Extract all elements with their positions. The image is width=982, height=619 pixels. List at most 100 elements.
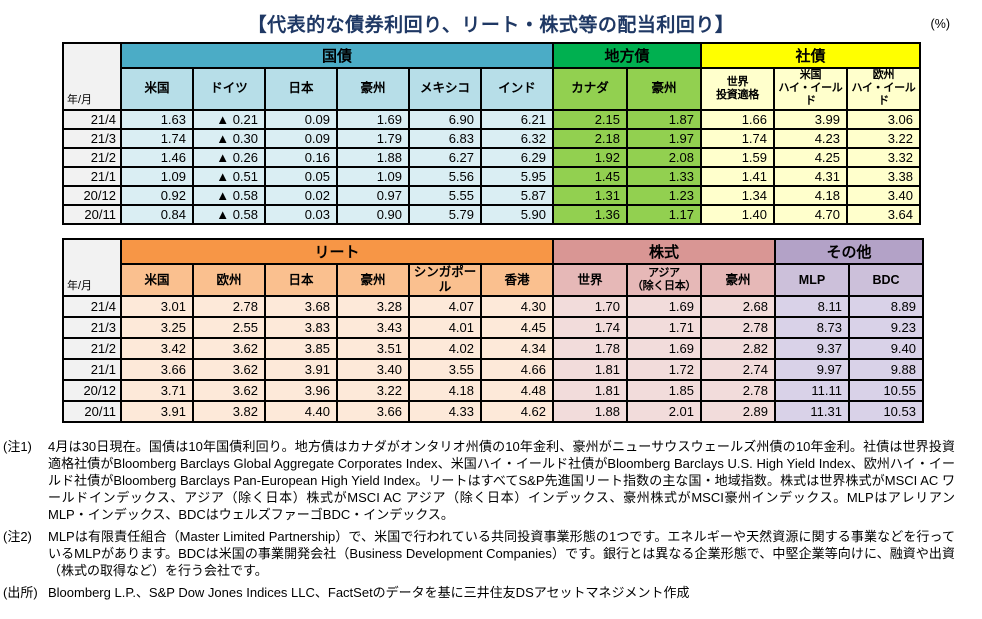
source-text: Bloomberg L.P.、S&P Dow Jones Indices LLC… bbox=[48, 585, 690, 600]
equity-value-cell-other-0: 11.11 bbox=[774, 379, 850, 402]
equity-row-header-label: 年/月 bbox=[62, 238, 122, 297]
bond-value-cell-govt-4: 5.55 bbox=[408, 184, 482, 206]
source-label: (出所) bbox=[3, 585, 38, 600]
bond-yield-table: 年/月 国債 地方債 社債 米国 ドイツ 日本 豪州 メキシコ インド カナダ 豪州 世界 投資適格 米国… bbox=[62, 42, 921, 225]
equity-value-cell-reit-5: 4.48 bbox=[480, 379, 554, 402]
equity-value-cell-reit-1: 2.78 bbox=[192, 295, 266, 318]
bond-value-cell-corp-1: 4.23 bbox=[773, 127, 848, 149]
equity-column-header-stocks-2: 豪州 bbox=[700, 263, 776, 297]
bond-value-cell-govt-2: 0.09 bbox=[264, 127, 338, 149]
bond-value-cell-govt-1: ▲ 0.21 bbox=[192, 108, 266, 130]
bond-group-header-muni: 地方債 bbox=[552, 42, 702, 69]
equity-value-cell-reit-1: 3.82 bbox=[192, 400, 266, 423]
bond-value-cell-govt-2: 0.03 bbox=[264, 203, 338, 225]
equity-value-cell-stocks-1: 2.01 bbox=[626, 400, 702, 423]
equity-value-cell-reit-1: 3.62 bbox=[192, 358, 266, 381]
equity-group-header-other: その他 bbox=[774, 238, 924, 265]
bond-month-cell: 20/12 bbox=[62, 184, 122, 206]
bond-value-cell-govt-1: ▲ 0.26 bbox=[192, 146, 266, 168]
bond-month-cell: 21/3 bbox=[62, 127, 122, 149]
equity-value-cell-reit-3: 3.40 bbox=[336, 358, 410, 381]
bond-value-cell-corp-1: 3.99 bbox=[773, 108, 848, 130]
bond-value-cell-muni-0: 2.18 bbox=[552, 127, 628, 149]
source-line: (出所) Bloomberg L.P.、S&P Dow Jones Indice… bbox=[3, 584, 955, 601]
equity-value-cell-reit-1: 2.55 bbox=[192, 316, 266, 339]
equity-month-cell: 20/12 bbox=[62, 379, 122, 402]
equity-value-cell-other-0: 9.97 bbox=[774, 358, 850, 381]
bond-column-header-govt-4: メキシコ bbox=[408, 67, 482, 111]
footnote-1-text: 4月は30日現在。国債は10年国債利回り。地方債はカナダがオンタリオ州債の10年… bbox=[48, 439, 955, 522]
equity-month-cell: 21/2 bbox=[62, 337, 122, 360]
bond-value-cell-corp-2: 3.22 bbox=[846, 127, 921, 149]
bond-value-cell-muni-1: 1.17 bbox=[626, 203, 702, 225]
bond-value-cell-govt-1: ▲ 0.30 bbox=[192, 127, 266, 149]
bond-month-cell: 20/11 bbox=[62, 203, 122, 225]
bond-month-cell: 21/1 bbox=[62, 165, 122, 187]
bond-month-cell: 21/2 bbox=[62, 146, 122, 168]
bond-value-cell-corp-2: 3.64 bbox=[846, 203, 921, 225]
equity-month-cell: 20/11 bbox=[62, 400, 122, 423]
bond-value-cell-corp-2: 3.32 bbox=[846, 146, 921, 168]
dividend-yield-table: 年/月 リート 株式 その他 米国 欧州 日本 豪州 シンガポール 香港 世界 アジア （除く日本）豪… bbox=[62, 238, 924, 423]
bond-value-cell-govt-5: 6.29 bbox=[480, 146, 554, 168]
equity-value-cell-other-1: 9.88 bbox=[848, 358, 924, 381]
equity-value-cell-other-1: 10.55 bbox=[848, 379, 924, 402]
bond-column-header-muni-1: 豪州 bbox=[626, 67, 702, 111]
equity-value-cell-reit-4: 4.33 bbox=[408, 400, 482, 423]
bond-value-cell-corp-2: 3.06 bbox=[846, 108, 921, 130]
bond-value-cell-corp-2: 3.38 bbox=[846, 165, 921, 187]
bond-value-cell-corp-1: 4.31 bbox=[773, 165, 848, 187]
equity-month-cell: 21/1 bbox=[62, 358, 122, 381]
equity-table-row: 20/11 3.91 3.82 4.40 3.66 4.33 4.62 1.88 2.01 2.8… bbox=[62, 400, 924, 423]
bond-column-header-corp-0: 世界 投資適格 bbox=[700, 67, 775, 111]
equity-value-cell-stocks-1: 1.72 bbox=[626, 358, 702, 381]
bond-value-cell-govt-3: 1.69 bbox=[336, 108, 410, 130]
equity-value-cell-reit-3: 3.43 bbox=[336, 316, 410, 339]
bond-value-cell-govt-1: ▲ 0.51 bbox=[192, 165, 266, 187]
equity-value-cell-stocks-0: 1.70 bbox=[552, 295, 628, 318]
equity-value-cell-other-1: 8.89 bbox=[848, 295, 924, 318]
footnote-1: (注1) 4月は30日現在。国債は10年国債利回り。地方債はカナダがオンタリオ州… bbox=[3, 438, 955, 523]
bond-row-header-label: 年/月 bbox=[62, 42, 122, 111]
footnote-1-label: (注1) bbox=[3, 439, 32, 454]
unit-label: (%) bbox=[930, 17, 950, 31]
equity-group-header-stocks: 株式 bbox=[552, 238, 776, 265]
bond-value-cell-corp-1: 4.25 bbox=[773, 146, 848, 168]
equity-column-header-reit-1: 欧州 bbox=[192, 263, 266, 297]
equity-value-cell-reit-5: 4.30 bbox=[480, 295, 554, 318]
bond-value-cell-corp-0: 1.41 bbox=[700, 165, 775, 187]
equity-column-header-stocks-1: アジア （除く日本） bbox=[626, 263, 702, 297]
bond-group-header-govt: 国債 bbox=[120, 42, 554, 69]
equity-month-cell: 21/3 bbox=[62, 316, 122, 339]
equity-value-cell-reit-5: 4.62 bbox=[480, 400, 554, 423]
equity-value-cell-other-0: 8.73 bbox=[774, 316, 850, 339]
equity-column-header-reit-4: シンガポール bbox=[408, 263, 482, 297]
equity-value-cell-reit-3: 3.51 bbox=[336, 337, 410, 360]
equity-column-header-reit-0: 米国 bbox=[120, 263, 194, 297]
equity-table-row: 21/4 3.01 2.78 3.68 3.28 4.07 4.30 1.70 1.69 2.68… bbox=[62, 295, 924, 318]
equity-group-header-reit: リート bbox=[120, 238, 554, 265]
bond-column-header-govt-1: ドイツ bbox=[192, 67, 266, 111]
bond-table-row: 20/11 0.84 ▲ 0.58 0.03 0.90 5.79 5.90 1.36 1.17 1… bbox=[62, 203, 921, 225]
bond-value-cell-muni-0: 1.92 bbox=[552, 146, 628, 168]
bond-value-cell-govt-0: 0.92 bbox=[120, 184, 194, 206]
bond-column-header-corp-2: 欧州 ハイ・イールド bbox=[846, 67, 921, 111]
bond-value-cell-muni-1: 1.87 bbox=[626, 108, 702, 130]
equity-value-cell-reit-0: 3.71 bbox=[120, 379, 194, 402]
bond-value-cell-muni-1: 1.33 bbox=[626, 165, 702, 187]
equity-value-cell-stocks-0: 1.81 bbox=[552, 379, 628, 402]
equity-value-cell-stocks-0: 1.74 bbox=[552, 316, 628, 339]
equity-column-header-reit-2: 日本 bbox=[264, 263, 338, 297]
bond-value-cell-govt-4: 5.56 bbox=[408, 165, 482, 187]
equity-value-cell-reit-5: 4.66 bbox=[480, 358, 554, 381]
bond-value-cell-corp-1: 4.70 bbox=[773, 203, 848, 225]
equity-value-cell-reit-4: 4.07 bbox=[408, 295, 482, 318]
equity-value-cell-reit-4: 4.18 bbox=[408, 379, 482, 402]
equity-column-header-reit-5: 香港 bbox=[480, 263, 554, 297]
bond-value-cell-govt-0: 1.09 bbox=[120, 165, 194, 187]
page-title: 【代表的な債券利回り、リート・株式等の配当利回り】 bbox=[247, 15, 735, 36]
bond-value-cell-govt-3: 1.09 bbox=[336, 165, 410, 187]
bond-value-cell-govt-1: ▲ 0.58 bbox=[192, 184, 266, 206]
equity-value-cell-stocks-2: 2.78 bbox=[700, 379, 776, 402]
